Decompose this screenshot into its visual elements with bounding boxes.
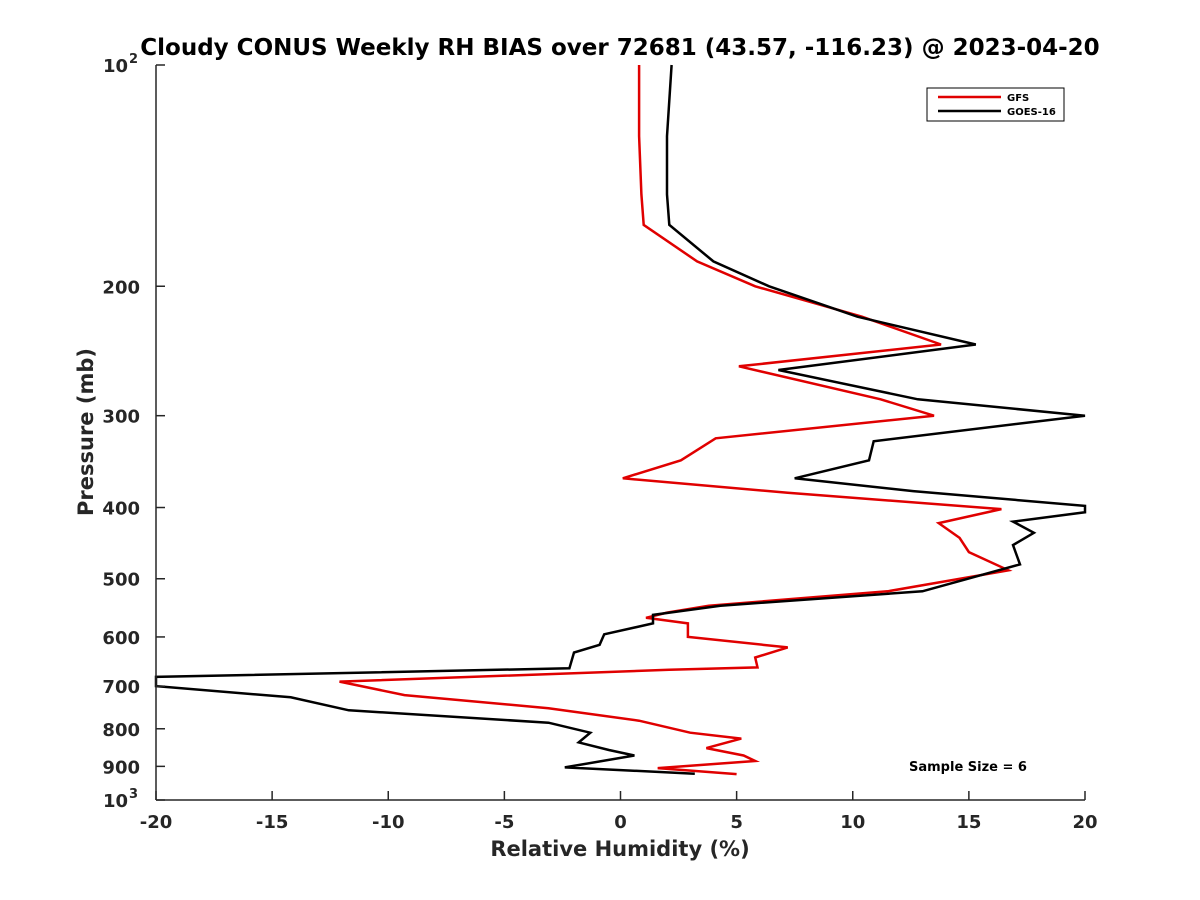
- x-axis-label: Relative Humidity (%): [490, 837, 749, 861]
- plot-area: -20 -15 -10 -5 0 5 10 15 20 10 220030040050060070…: [102, 52, 1097, 833]
- y-tick-label: 200: [102, 277, 140, 298]
- chart-title: Cloudy CONUS Weekly RH BIAS over 72681 (…: [140, 35, 1099, 61]
- y-tick-label: 900: [102, 757, 140, 778]
- y-tick-label: 400: [102, 499, 140, 520]
- x-tick-label: -10: [372, 812, 405, 833]
- x-tick-label: 20: [1072, 812, 1097, 833]
- sample-size-annotation: Sample Size = 6: [909, 760, 1027, 775]
- y-tick-exponent: 3: [129, 787, 138, 802]
- series-line-gfs: [339, 65, 1013, 776]
- x-tick-label: -5: [494, 812, 514, 833]
- y-tick-label: 800: [102, 720, 140, 741]
- series-line-goes16: [154, 64, 1087, 775]
- y-axis-label: Pressure (mb): [74, 348, 98, 516]
- y-tick-label: 700: [102, 677, 140, 698]
- y-tick-label: 500: [102, 570, 140, 591]
- plot-background: [156, 65, 1085, 800]
- series-layer: [154, 64, 1087, 776]
- x-tick-label: 0: [614, 812, 627, 833]
- x-axis-ticks: -20 -15 -10 -5 0 5 10 15 20: [140, 791, 1098, 833]
- legend-box: [926, 87, 1065, 122]
- x-tick-label: 5: [730, 812, 743, 833]
- x-tick-label: -20: [140, 812, 173, 833]
- y-tick-label: 600: [102, 628, 140, 649]
- y-tick-label: 300: [102, 407, 140, 428]
- legend-label-goes16: GOES-16: [1007, 107, 1056, 118]
- x-tick-label: -15: [256, 812, 289, 833]
- legend: GFS GOES-16: [926, 87, 1065, 122]
- y-tick-label-power: 10 2: [103, 52, 138, 77]
- x-tick-label: 10: [840, 812, 865, 833]
- y-tick-base: 10: [103, 56, 128, 77]
- y-tick-label-power: 10 3: [103, 787, 138, 812]
- legend-label-gfs: GFS: [1007, 93, 1029, 104]
- y-tick-base: 10: [103, 791, 128, 812]
- x-tick-label: 15: [956, 812, 981, 833]
- y-tick-exponent: 2: [129, 52, 138, 67]
